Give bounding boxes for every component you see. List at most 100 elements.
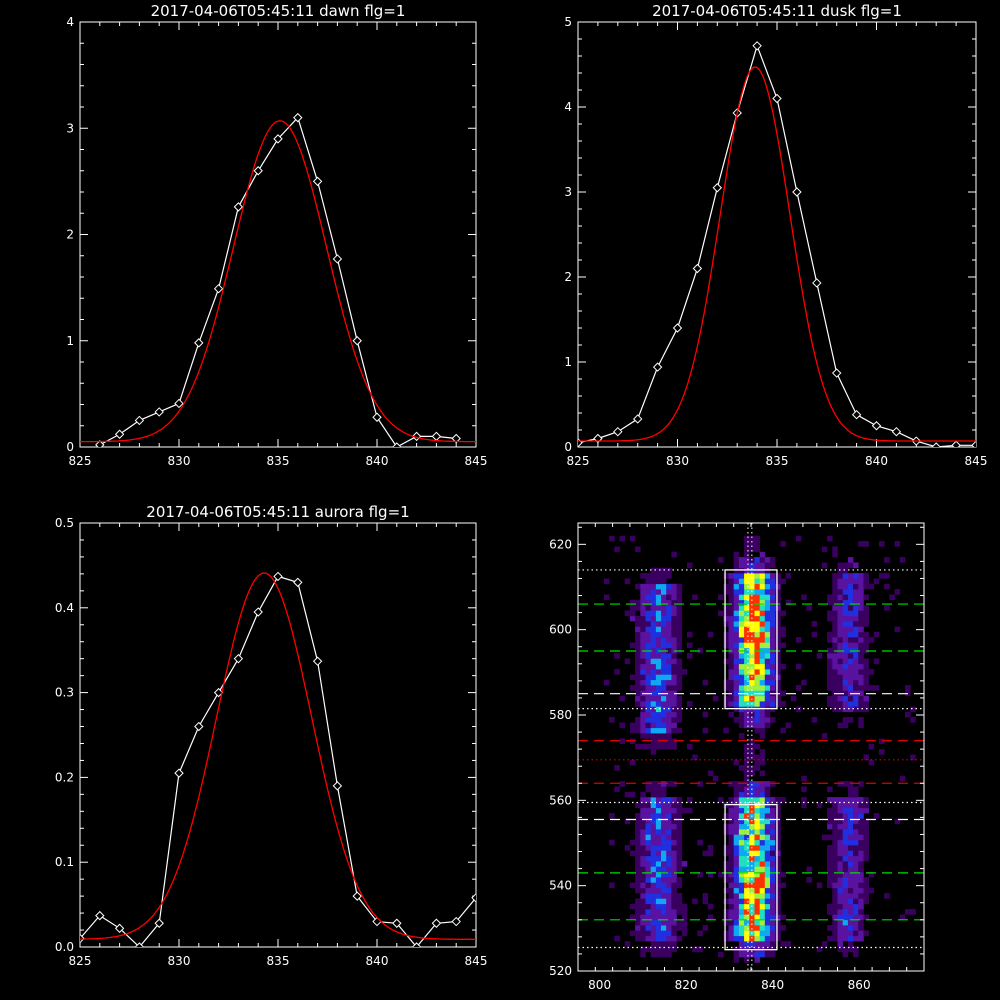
heatmap-cell	[764, 823, 771, 830]
heatmap-cell	[842, 930, 849, 937]
heatmap-cell	[733, 615, 740, 622]
heatmap-cell	[847, 786, 854, 793]
heatmap-cell	[666, 615, 672, 622]
heatmap-cell	[759, 573, 766, 579]
heatmap-cell	[733, 903, 740, 910]
heatmap-cell	[858, 674, 864, 681]
aurora-panel-title: 2017-04-06T05:45:11 aurora flg=1	[146, 503, 409, 521]
heatmap-cell	[754, 557, 760, 563]
heatmap-cell	[842, 722, 849, 729]
heatmap-cell	[744, 754, 750, 761]
heatmap-cell	[671, 695, 677, 702]
heatmap-cell	[780, 882, 786, 889]
heatmap-cell	[863, 594, 869, 601]
heatmap-cell	[759, 626, 766, 633]
data-point	[831, 368, 842, 378]
heatmap-cell	[894, 589, 901, 595]
heatmap-cell	[738, 626, 745, 633]
heatmap-cell	[764, 855, 771, 862]
data-point	[233, 202, 244, 212]
heatmap-cell	[744, 717, 750, 723]
heatmap-cell	[837, 567, 843, 574]
heatmap-cell	[650, 727, 657, 734]
data-line	[80, 575, 476, 947]
heatmap-cell	[655, 743, 662, 750]
heatmap-cell	[728, 631, 734, 638]
heatmap-cell	[681, 903, 688, 910]
heatmap-cell	[640, 669, 646, 675]
heatmap-cell	[671, 674, 677, 681]
heatmap-cell	[764, 637, 771, 643]
heatmap-cell	[770, 845, 776, 851]
heatmap-cell	[759, 877, 766, 883]
heatmap-cell	[738, 791, 745, 798]
heatmap-cell	[832, 594, 838, 601]
heatmap-cell	[754, 818, 760, 825]
heatmap-cell	[837, 807, 843, 814]
data-line	[578, 43, 976, 447]
heatmap-cell	[676, 866, 683, 873]
heatmap-cell	[671, 711, 677, 718]
heatmap-cell	[738, 807, 745, 814]
heatmap-cell	[645, 706, 651, 713]
heatmap-cell	[645, 695, 651, 702]
heatmap-cell	[733, 653, 740, 659]
heatmap-cell	[744, 765, 750, 771]
heatmap-cell	[676, 802, 683, 809]
heatmap-cell	[655, 626, 662, 633]
heatmap-cell	[738, 951, 745, 958]
heatmap-cell	[754, 898, 760, 905]
heatmap-cell	[832, 610, 838, 617]
heatmap-cell	[827, 813, 833, 819]
heatmap-cell	[655, 781, 662, 787]
heatmap-cell	[723, 845, 729, 851]
heatmap-cell	[671, 946, 677, 953]
heatmap-cell	[614, 935, 620, 942]
heatmap-cell	[645, 631, 651, 638]
heatmap-cell	[764, 653, 771, 659]
heatmap-cell	[666, 722, 672, 729]
heatmap-cell	[749, 925, 755, 931]
heatmap-cell	[754, 754, 760, 761]
heatmap-cell	[744, 759, 750, 766]
heatmap-cell	[661, 567, 667, 574]
heatmap-cell	[770, 914, 776, 921]
heatmap-cell	[624, 818, 631, 825]
heatmap-cell	[842, 669, 849, 675]
heatmap-cell	[671, 642, 677, 649]
heatmap-cell	[863, 914, 869, 921]
heatmap-cell	[837, 573, 843, 579]
heatmap-cell	[827, 663, 833, 670]
heatmap-cell	[629, 642, 636, 649]
heatmap-cell	[827, 882, 833, 889]
heatmap-cell	[853, 631, 859, 638]
heatmap-cell	[687, 807, 693, 814]
heatmap-cell	[661, 845, 667, 851]
heatmap-cell	[764, 695, 771, 702]
heatmap-cell	[863, 930, 869, 937]
heatmap-cell	[759, 941, 766, 947]
heatmap-cell	[728, 599, 734, 606]
heatmap-cell	[759, 722, 766, 729]
heatmap-cell	[827, 658, 833, 665]
heatmap-cell	[655, 605, 662, 611]
heatmap-cell	[858, 834, 864, 841]
heatmap-cell	[640, 871, 646, 878]
heatmap-cell	[728, 818, 734, 825]
heatmap-cell	[749, 599, 755, 606]
heatmap-cell	[666, 802, 672, 809]
heatmap-cell	[749, 834, 755, 841]
heatmap-cell	[764, 845, 771, 851]
heatmap-cell	[770, 893, 776, 899]
heatmap-cell	[749, 605, 755, 611]
heatmap-cell	[754, 669, 760, 675]
heatmap-cell	[759, 642, 766, 649]
heatmap-cell	[837, 946, 843, 953]
heatmap-cell	[671, 706, 677, 713]
heatmap-cell	[847, 839, 854, 846]
heatmap-cell	[770, 903, 776, 910]
heatmap-cell	[604, 594, 610, 601]
heatmap-cell	[842, 903, 849, 910]
heatmap-cell	[671, 722, 677, 729]
heatmap-cell	[842, 850, 849, 857]
